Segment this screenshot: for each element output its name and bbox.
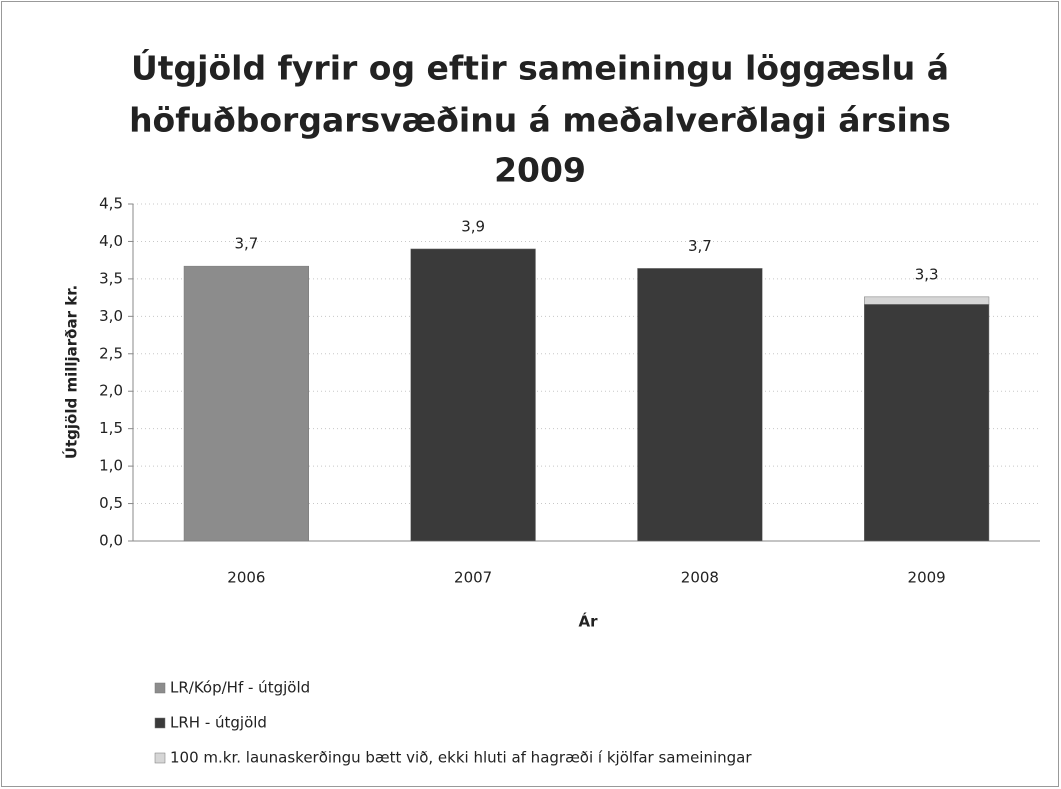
x-tick-label: 2008: [681, 569, 719, 587]
bar-segment: [864, 296, 990, 305]
bar-segment: [864, 304, 990, 542]
x-tick-label: 2009: [908, 569, 946, 587]
data-label: 3,7: [688, 237, 712, 255]
y-tick-label: 2,0: [99, 382, 123, 400]
x-axis-title: Ár: [578, 612, 598, 631]
legend-swatch: [154, 752, 166, 764]
bar-segment: [637, 268, 763, 542]
y-tick-label: 4,0: [99, 232, 123, 250]
y-tick-label: 0,5: [99, 494, 123, 512]
y-tick-label: 0,0: [99, 532, 123, 550]
y-tick-label: 4,5: [99, 195, 123, 213]
y-tick-label: 3,5: [99, 269, 123, 287]
chart-title: Útgjöld fyrir og eftir sameiningu löggæs…: [131, 48, 949, 88]
chart-title: 2009: [494, 151, 586, 190]
x-tick-label: 2007: [454, 569, 492, 587]
bar-segment: [183, 265, 309, 542]
legend-label: 100 m.kr. launaskerðingu bætt við, ekki …: [170, 749, 752, 767]
x-tick-label: 2006: [227, 569, 265, 587]
data-label: 3,9: [461, 217, 485, 235]
y-tick-label: 2,5: [99, 344, 123, 362]
y-tick-label: 1,0: [99, 457, 123, 475]
y-tick-label: 1,5: [99, 419, 123, 437]
chart-title: höfuðborgarsvæðinu á meðalverðlagi ársin…: [129, 101, 951, 140]
y-axis-title: Útgjöld milljarðar kr.: [62, 285, 81, 459]
bar-segment: [410, 248, 536, 542]
legend-swatch: [154, 717, 166, 729]
data-label: 3,7: [234, 235, 258, 253]
legend-label: LR/Kóp/Hf - útgjöld: [170, 679, 310, 697]
legend-swatch: [154, 682, 166, 694]
legend-label: LRH - útgjöld: [170, 714, 267, 732]
data-label: 3,3: [915, 265, 939, 283]
y-tick-label: 3,0: [99, 307, 123, 325]
